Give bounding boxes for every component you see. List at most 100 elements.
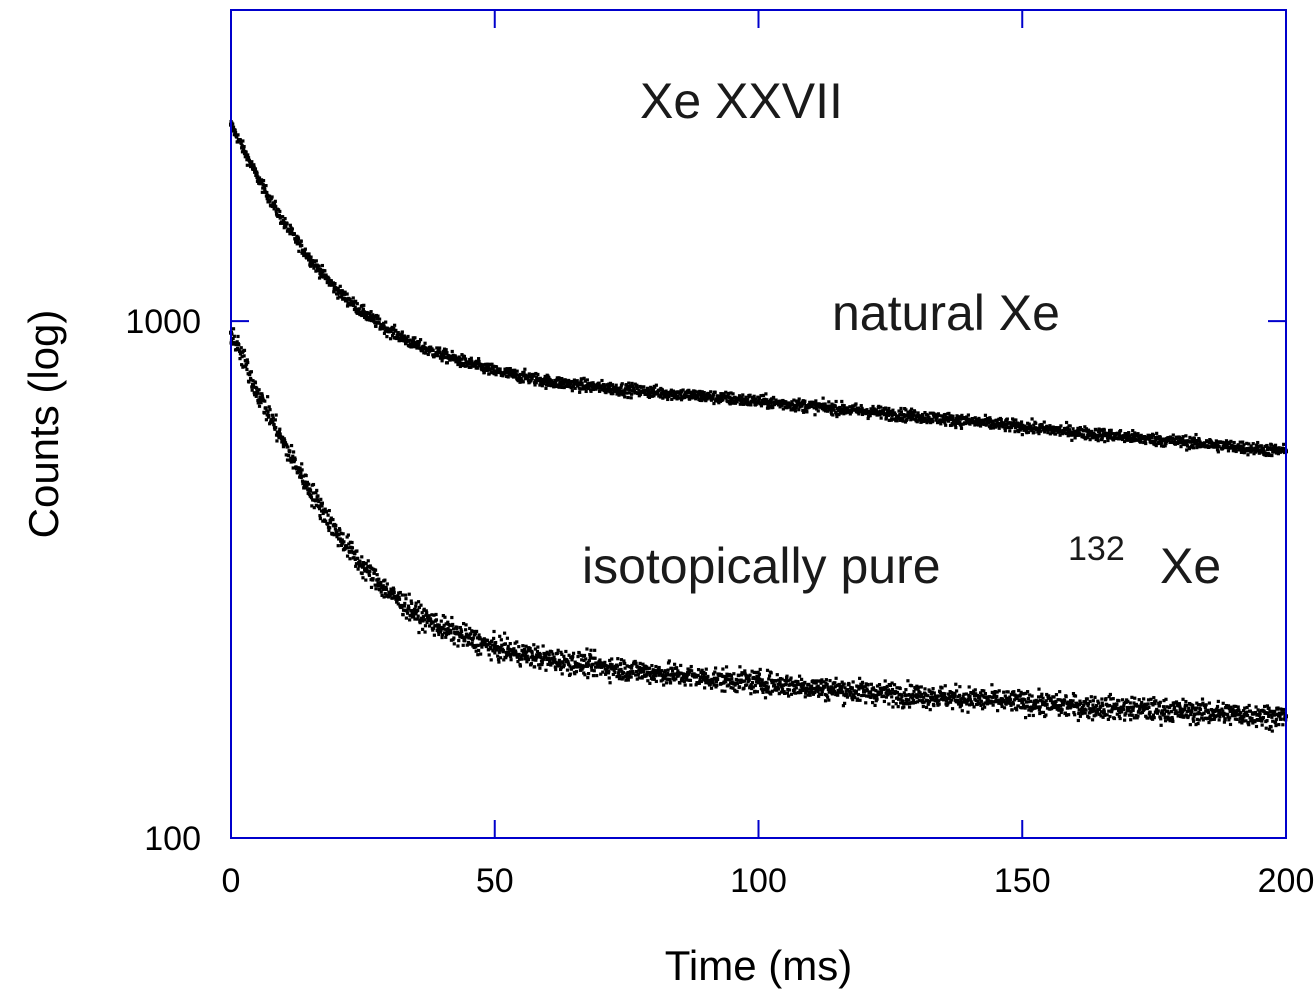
measurement-point bbox=[1142, 707, 1146, 712]
measurement-point bbox=[975, 418, 979, 422]
measurement-point bbox=[609, 392, 613, 396]
measurement-point bbox=[458, 364, 462, 369]
measurement-point bbox=[1068, 700, 1072, 705]
measurement-point bbox=[492, 364, 496, 368]
measurement-point bbox=[674, 677, 678, 681]
measurement-point bbox=[567, 378, 571, 383]
measurement-point bbox=[633, 382, 637, 386]
measurement-point bbox=[860, 682, 864, 686]
measurement-point bbox=[840, 403, 845, 407]
measurement-point bbox=[486, 362, 490, 366]
measurement-point bbox=[953, 692, 957, 696]
measurement-point bbox=[552, 384, 557, 389]
measurement-point bbox=[1048, 432, 1052, 436]
measurement-point bbox=[989, 426, 993, 430]
measurement-point bbox=[1037, 687, 1041, 691]
measurement-point bbox=[1029, 709, 1033, 713]
measurement-point bbox=[492, 636, 496, 641]
measurement-point bbox=[1166, 715, 1170, 719]
measurement-point bbox=[1277, 446, 1281, 450]
measurement-point bbox=[962, 692, 966, 696]
measurement-point bbox=[1076, 718, 1080, 723]
measurement-point bbox=[635, 383, 639, 387]
measurement-point bbox=[520, 657, 524, 661]
measurement-point bbox=[629, 392, 634, 396]
measurement-point bbox=[461, 643, 465, 647]
measurement-point bbox=[920, 692, 924, 697]
measurement-point bbox=[408, 342, 413, 346]
measurement-point bbox=[585, 647, 589, 651]
measurement-point bbox=[741, 393, 745, 397]
measurement-point bbox=[1118, 711, 1122, 715]
measurement-point bbox=[352, 307, 357, 312]
measurement-point bbox=[842, 682, 846, 686]
measurement-point bbox=[395, 336, 399, 341]
measurement-point bbox=[536, 645, 540, 649]
measurement-point bbox=[1034, 421, 1038, 425]
measurement-point bbox=[514, 651, 518, 655]
measurement-point bbox=[1019, 420, 1024, 424]
measurement-point bbox=[1184, 439, 1188, 443]
measurement-point bbox=[1025, 431, 1029, 435]
measurement-point bbox=[1109, 428, 1113, 432]
measurement-point bbox=[533, 647, 538, 651]
measurement-point bbox=[1142, 434, 1147, 439]
measurement-point bbox=[810, 687, 815, 691]
measurement-point bbox=[545, 377, 549, 381]
measurement-point bbox=[1043, 430, 1047, 434]
measurement-point bbox=[636, 672, 641, 676]
measurement-point bbox=[644, 667, 648, 671]
measurement-point bbox=[675, 397, 679, 401]
measurement-point bbox=[793, 684, 797, 688]
measurement-point bbox=[971, 418, 975, 422]
measurement-point bbox=[1168, 716, 1173, 720]
measurement-point bbox=[319, 509, 324, 513]
measurement-point bbox=[875, 694, 879, 698]
measurement-point bbox=[1059, 710, 1063, 715]
measurement-point bbox=[406, 604, 411, 608]
measurement-point bbox=[1115, 712, 1119, 716]
measurement-point bbox=[936, 694, 940, 698]
measurement-point bbox=[1258, 449, 1262, 453]
measurement-point bbox=[562, 663, 566, 667]
measurement-point bbox=[365, 318, 370, 322]
measurement-point bbox=[848, 412, 852, 416]
measurement-point bbox=[455, 625, 459, 629]
measurement-point bbox=[879, 688, 883, 692]
measurement-point bbox=[1154, 699, 1158, 703]
measurement-point bbox=[444, 348, 448, 352]
measurement-point bbox=[1187, 439, 1191, 443]
measurement-point bbox=[557, 385, 561, 389]
measurement-point bbox=[963, 421, 968, 426]
measurement-point bbox=[665, 395, 669, 399]
measurement-point bbox=[567, 653, 571, 657]
measurement-point bbox=[322, 273, 327, 277]
measurement-point bbox=[1134, 713, 1138, 718]
measurement-point bbox=[294, 239, 298, 243]
measurement-point bbox=[1099, 714, 1103, 718]
measurement-point bbox=[558, 377, 562, 381]
measurement-point bbox=[720, 681, 724, 686]
measurement-point bbox=[1179, 445, 1183, 449]
measurement-point bbox=[462, 361, 466, 366]
measurement-point bbox=[309, 264, 313, 268]
measurement-point bbox=[1156, 437, 1160, 441]
measurement-point bbox=[1050, 705, 1054, 710]
measurement-point bbox=[320, 501, 324, 505]
measurement-point bbox=[655, 671, 659, 675]
measurement-point bbox=[400, 330, 404, 334]
measurement-point bbox=[884, 406, 888, 410]
measurement-point bbox=[407, 606, 411, 610]
measurement-point bbox=[1173, 442, 1177, 446]
measurement-point bbox=[1117, 699, 1121, 703]
measurement-point bbox=[721, 398, 725, 402]
measurement-point bbox=[823, 402, 827, 406]
measurement-point bbox=[1020, 706, 1024, 710]
measurement-point bbox=[1102, 428, 1106, 432]
measurement-point bbox=[526, 657, 531, 662]
measurement-point bbox=[1011, 417, 1015, 421]
measurement-point bbox=[504, 371, 508, 375]
measurement-point bbox=[786, 687, 790, 692]
measurement-point bbox=[521, 644, 525, 648]
measurement-point bbox=[1038, 705, 1042, 709]
